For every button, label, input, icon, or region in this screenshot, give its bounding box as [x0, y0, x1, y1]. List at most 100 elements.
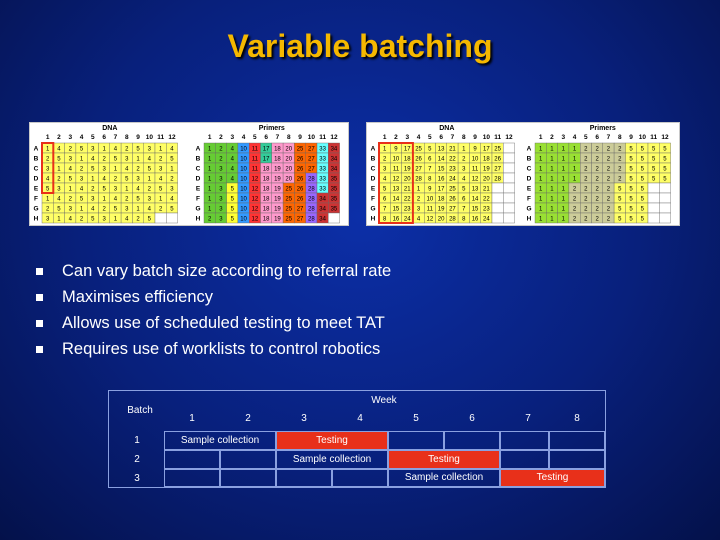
plate-row-header: C	[196, 166, 201, 173]
plate-well-value: 5	[641, 196, 645, 202]
testing-cell: Testing	[276, 431, 388, 450]
plate-well-value: 1	[550, 146, 554, 152]
plate-well-value: 35	[331, 176, 338, 182]
plate-column-header: 11	[157, 134, 164, 141]
plate-well-value: 34	[331, 146, 338, 152]
plate-well-value: 34	[331, 166, 338, 172]
plate-well-value: 5	[428, 146, 432, 152]
plate-row-header: D	[371, 176, 376, 183]
plate-well-value: 8	[462, 216, 466, 222]
plate-well-value: 5	[80, 146, 84, 152]
plate-well-value: 2	[91, 186, 95, 192]
plate-well-value: 5	[618, 196, 622, 202]
plate-well-value: 2	[584, 156, 588, 162]
plate-well-value: 5	[652, 176, 656, 182]
plate-well-value: 3	[91, 196, 95, 202]
plate-well-value: 1	[102, 146, 106, 152]
plate-well-value: 3	[114, 186, 118, 192]
plate-column-header: 3	[230, 134, 234, 141]
plate-well-value: 2	[462, 156, 466, 162]
plate-well-value: 3	[46, 216, 50, 222]
plate-well-value: 5	[91, 216, 95, 222]
plate-row-header: H	[527, 216, 532, 223]
plate-well-value: 14	[472, 196, 479, 202]
plate-well-value: 4	[80, 186, 84, 192]
plate-well-value: 5	[69, 176, 73, 182]
plate-well-value: 12	[252, 176, 259, 182]
plate-well-value: 20	[285, 176, 292, 182]
plate-well-value: 1	[573, 146, 577, 152]
square-bullet-icon	[36, 346, 43, 353]
plate-well-value: 1	[550, 166, 554, 172]
plate-well-value: 5	[159, 186, 163, 192]
plate-well-value: 10	[240, 166, 247, 172]
plate-row-header: H	[34, 216, 39, 223]
plate-dna-label: DNA	[439, 125, 454, 132]
plate-well-value: 17	[483, 146, 490, 152]
plate-column-header: 7	[114, 134, 118, 141]
plate-well-value: 34	[331, 156, 338, 162]
plate-well-value: 13	[438, 146, 445, 152]
plate-well-value: 23	[483, 206, 490, 212]
plate-well-value: 20	[285, 156, 292, 162]
plate-well-value: 2	[159, 206, 163, 212]
bullet-item: Maximises efficiency	[36, 286, 391, 312]
plate-well	[503, 202, 515, 214]
plate-well-value: 16	[393, 216, 400, 222]
week-number: 4	[357, 413, 363, 424]
plate-well-value: 20	[285, 146, 292, 152]
plate-well-value: 3	[91, 146, 95, 152]
week-number: 3	[301, 413, 307, 424]
plate-column-header: 12	[330, 134, 338, 141]
plate-column-header: 1	[383, 134, 387, 141]
plate-well-value: 2	[584, 176, 588, 182]
plate-well-value: 33	[319, 176, 326, 182]
plate-well-value: 8	[383, 216, 387, 222]
plate-well-value: 24	[483, 216, 490, 222]
plate-well-value: 1	[125, 186, 129, 192]
plate-well-value: 1	[539, 186, 543, 192]
plate-well-value: 3	[136, 176, 140, 182]
plate-column-header: 7	[607, 134, 611, 141]
plate-well-value: 27	[494, 166, 501, 172]
plate-well-value: 33	[319, 186, 326, 192]
plate-well-value: 1	[539, 156, 543, 162]
plate-well	[647, 212, 660, 224]
plate-well-value: 6	[462, 196, 466, 202]
plate-well-value: 4	[114, 146, 118, 152]
plate-well-value: 1	[159, 146, 163, 152]
plate-well-value: 2	[208, 216, 212, 222]
plate-well-value: 5	[663, 166, 667, 172]
plate-well-value: 2	[46, 156, 50, 162]
plate-well-value: 18	[483, 156, 490, 162]
empty-cell	[220, 469, 276, 487]
plate-well-value: 4	[125, 216, 129, 222]
plate-well-value: 28	[494, 176, 501, 182]
plate-well-value: 4	[69, 216, 73, 222]
plate-well-value: 3	[383, 166, 387, 172]
plate-well-value: 34	[319, 206, 326, 212]
plate-well-value: 20	[404, 176, 411, 182]
plate-row-header: F	[196, 196, 200, 203]
plate-well-value: 20	[285, 166, 292, 172]
plate-well-value: 1	[562, 216, 566, 222]
plate-well-value: 1	[550, 196, 554, 202]
plate-column-header: 12	[661, 134, 669, 141]
bullet-item: Can vary batch size according to referra…	[36, 260, 391, 286]
plate-well-value: 28	[308, 176, 315, 182]
cell-label: Sample collection	[292, 454, 372, 465]
plate-primers-label: Primers	[590, 125, 616, 132]
plate-well-value: 33	[319, 156, 326, 162]
plate-well-value: 1	[562, 156, 566, 162]
plate-well	[154, 212, 167, 224]
plate-well-value: 2	[595, 196, 599, 202]
plate-well-value: 18	[263, 216, 270, 222]
plate-well-value: 12	[252, 216, 259, 222]
plate-well-value: 2	[57, 176, 61, 182]
plate-well-value: 27	[308, 146, 315, 152]
plate-well-value: 1	[102, 196, 106, 202]
plate-well-value: 4	[231, 166, 235, 172]
plate-well-value: 1	[80, 156, 84, 162]
